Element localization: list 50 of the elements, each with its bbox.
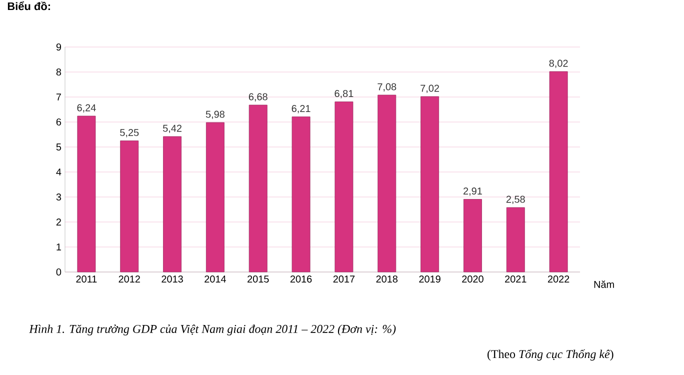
data-label: 5,25 [120, 129, 139, 138]
y-tick-label: 9 [56, 43, 62, 51]
data-label: 7,08 [378, 83, 396, 92]
x-tick-label: 2016 [290, 276, 312, 283]
data-label: 2,58 [506, 196, 525, 204]
bar [549, 71, 568, 272]
y-tick-label: 8 [56, 68, 62, 76]
y-tick-label: 1 [56, 244, 61, 250]
text: (Theo Tổng cục Thống kê) [488, 349, 614, 361]
y-tick-label: 0 [56, 268, 62, 276]
text: Biểu đồ: [8, 1, 50, 10]
bar [206, 122, 224, 272]
y-tick-label: 2 [56, 218, 61, 226]
bar [248, 104, 268, 272]
bar [464, 199, 482, 272]
x-tick-label: 2018 [376, 276, 398, 283]
data-label: 6,68 [248, 93, 268, 102]
bar [120, 140, 139, 272]
text: Hình 1. Tăng trưởng GDP của Việt Nam giai đoạn 2011 – 2022 (Đơn vị: %) [29, 324, 396, 336]
y-tick-label: 7 [56, 94, 61, 100]
data-label: 5,98 [206, 110, 224, 119]
x-tick-label: 2015 [248, 276, 269, 283]
data-label: 6,24 [77, 104, 96, 112]
bar [420, 96, 440, 272]
bar [378, 94, 396, 272]
bar [163, 136, 182, 272]
data-label: 6,81 [334, 90, 354, 98]
y-tick-label: 5 [56, 144, 62, 150]
data-label: 7,02 [420, 84, 439, 93]
x-tick-label: 2011 [76, 276, 97, 283]
x-tick-label: 2020 [462, 276, 484, 283]
bar [77, 116, 96, 272]
data-label: 6,21 [292, 105, 310, 114]
y-tick-label: 4 [56, 168, 62, 176]
x-tick-label: 2017 [333, 276, 355, 283]
y-tick-label: 6 [56, 118, 62, 126]
x-tick-label: 2019 [419, 276, 440, 283]
x-tick-label: 2014 [204, 276, 226, 283]
bar [506, 207, 525, 272]
bar [292, 116, 310, 272]
x-tick-label: 2022 [548, 276, 570, 283]
data-label: 8,02 [549, 60, 568, 68]
data-label: 5,42 [163, 124, 182, 133]
x-tick-label: 2021 [505, 276, 526, 283]
x-tick-label: 2013 [162, 276, 183, 283]
x-tick-label: 2012 [118, 276, 140, 283]
y-tick-label: 3 [56, 193, 62, 201]
data-label: 2,91 [464, 188, 482, 196]
x-axis-title: Năm [594, 280, 614, 288]
bar [334, 102, 354, 272]
